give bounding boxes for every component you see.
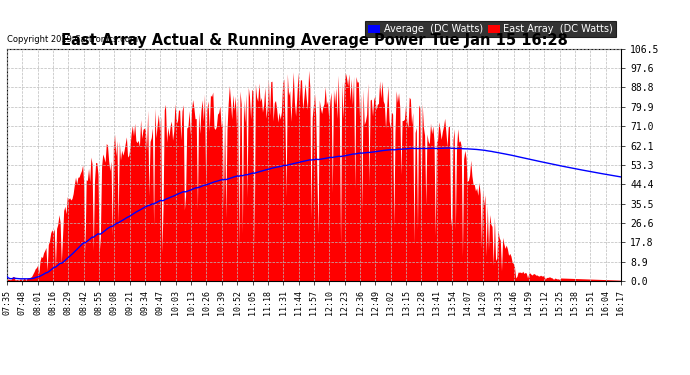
Text: Copyright 2019 Cartronics.com: Copyright 2019 Cartronics.com: [7, 35, 138, 44]
Title: East Array Actual & Running Average Power Tue Jan 15 16:28: East Array Actual & Running Average Powe…: [61, 33, 567, 48]
Legend: Average  (DC Watts), East Array  (DC Watts): Average (DC Watts), East Array (DC Watts…: [366, 21, 616, 37]
